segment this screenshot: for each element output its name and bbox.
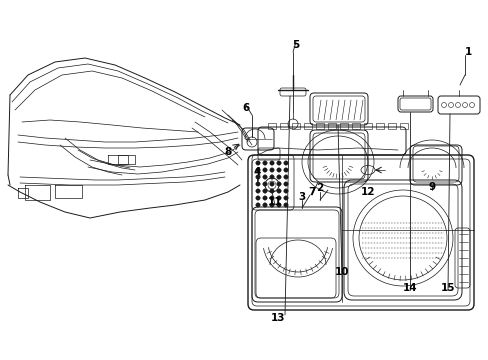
Text: 14: 14 [402,283,416,293]
Bar [375,123,383,129]
Circle shape [276,182,281,186]
Text: 2: 2 [316,183,323,193]
Bar [399,123,407,129]
Text: 7: 7 [307,187,315,197]
Circle shape [283,161,287,165]
Text: 3: 3 [298,192,305,202]
Circle shape [255,168,260,172]
Circle shape [262,168,266,172]
Bar [387,123,395,129]
Bar [304,123,311,129]
Bar [351,123,359,129]
Bar [327,123,335,129]
Bar [339,123,347,129]
Text: 4: 4 [253,167,260,177]
Circle shape [269,196,274,200]
Circle shape [262,175,266,179]
Circle shape [276,196,281,200]
Circle shape [262,182,266,186]
Circle shape [255,203,260,207]
Circle shape [283,189,287,193]
Circle shape [283,168,287,172]
Bar [280,123,287,129]
Circle shape [255,189,260,193]
Bar [267,123,275,129]
Circle shape [283,182,287,186]
Circle shape [269,203,274,207]
Circle shape [269,161,274,165]
Circle shape [276,189,281,193]
Text: 15: 15 [440,283,454,293]
Circle shape [283,175,287,179]
Text: 11: 11 [267,197,282,207]
Circle shape [262,189,266,193]
Circle shape [276,168,281,172]
Bar [291,123,299,129]
Circle shape [269,175,274,179]
Circle shape [262,203,266,207]
Circle shape [276,175,281,179]
Text: 12: 12 [360,187,374,197]
Circle shape [283,196,287,200]
Circle shape [276,203,281,207]
Circle shape [255,161,260,165]
Text: 1: 1 [464,47,470,57]
Bar [363,123,371,129]
Text: 9: 9 [427,182,435,192]
Circle shape [262,196,266,200]
Circle shape [255,196,260,200]
Circle shape [269,189,274,193]
Circle shape [262,161,266,165]
Circle shape [255,175,260,179]
Bar [315,123,324,129]
Circle shape [255,182,260,186]
Circle shape [283,203,287,207]
Text: 10: 10 [334,267,348,277]
Text: 5: 5 [292,40,299,50]
Circle shape [269,168,274,172]
Circle shape [276,161,281,165]
Text: 8: 8 [224,147,231,157]
Circle shape [269,182,274,186]
Text: 6: 6 [242,103,249,113]
Text: 13: 13 [270,313,285,323]
